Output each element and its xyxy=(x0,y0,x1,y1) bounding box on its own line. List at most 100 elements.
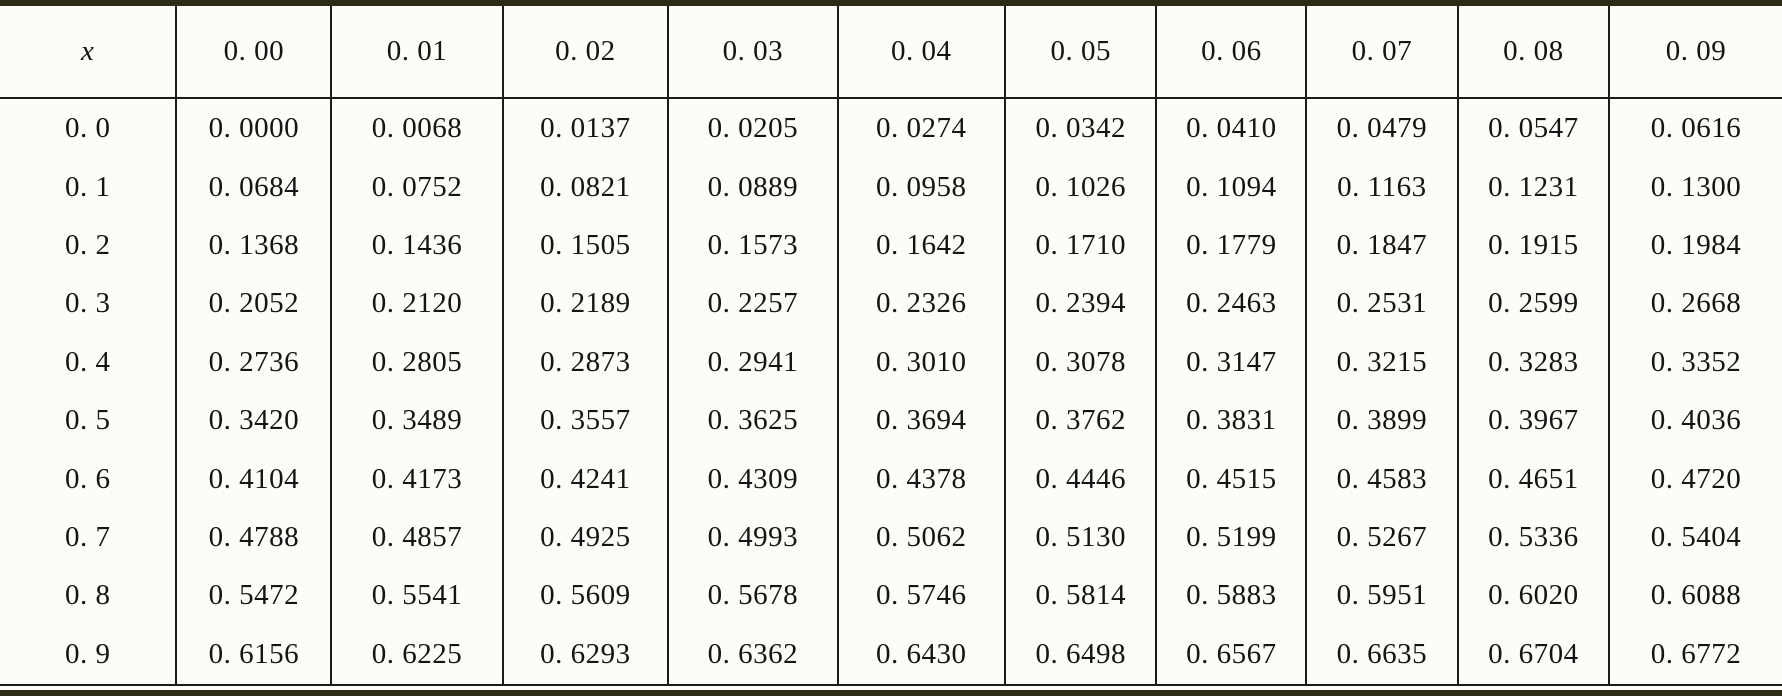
col-header: 0. 00 xyxy=(175,6,332,99)
value-cell: 0. 0821 xyxy=(501,158,669,217)
value-cell: 0. 5472 xyxy=(175,566,332,625)
value-cell: 0. 3283 xyxy=(1456,333,1610,392)
row-header-x: 0. 1 xyxy=(64,170,111,203)
value-cell: 0. 6362 xyxy=(667,624,838,687)
col-header: 0. 08 xyxy=(1456,6,1610,99)
value-cell: 0. 5678 xyxy=(667,566,838,625)
value-cell: 0. 4993 xyxy=(667,508,838,567)
value-cell: 0. 3967 xyxy=(1456,391,1610,450)
value-cell: 0. 1505 xyxy=(501,216,669,275)
value-cell: 0. 4788 xyxy=(175,508,332,567)
value-cell: 0. 5814 xyxy=(1003,566,1157,625)
value-cell: 0. 5541 xyxy=(330,566,503,625)
table-row: 0. 9 0. 6156 0. 6225 0. 6293 0. 6362 0. 6430 0… xyxy=(0,624,1782,687)
table-row: 0. 8 0. 5472 0. 5541 0. 5609 0. 5678 0. 5746 0… xyxy=(0,566,1782,625)
value-cell: 0. 3625 xyxy=(667,391,838,450)
value-cell: 0. 2326 xyxy=(836,274,1005,334)
value-cell: 0. 6635 xyxy=(1305,624,1458,687)
col-header: 0. 05 xyxy=(1003,6,1157,99)
col-header: 0. 04 xyxy=(836,6,1005,99)
value-cell: 0. 4583 xyxy=(1305,449,1458,509)
table-header: x 0. 00 0. 01 0. 02 0. 03 0. 04 0. 05 0. 06 0. … xyxy=(0,6,1782,99)
value-cell: 0. 6225 xyxy=(330,624,503,687)
value-cell: 0. 0000 xyxy=(175,98,332,159)
value-cell: 0. 6088 xyxy=(1608,566,1782,625)
value-cell: 0. 3762 xyxy=(1003,391,1157,450)
value-cell: 0. 3557 xyxy=(501,391,669,450)
col-header: 0. 01 xyxy=(330,6,503,99)
value-cell: 0. 1779 xyxy=(1155,216,1307,275)
value-cell: 0. 5951 xyxy=(1305,566,1458,625)
col-header: 0. 03 xyxy=(667,6,838,99)
value-cell: 0. 6293 xyxy=(501,624,669,687)
value-cell: 0. 4925 xyxy=(501,508,669,567)
value-cell: 0. 2120 xyxy=(330,274,503,334)
value-cell: 0. 2531 xyxy=(1305,274,1458,334)
table-row: 0. 1 0. 0684 0. 0752 0. 0821 0. 0889 0. 0958 0… xyxy=(0,158,1782,217)
value-cell: 0. 3899 xyxy=(1305,391,1458,450)
value-cell: 0. 6430 xyxy=(836,624,1005,687)
value-cell: 0. 2941 xyxy=(667,333,838,392)
value-cell: 0. 1094 xyxy=(1155,158,1307,217)
value-cell: 0. 3147 xyxy=(1155,333,1307,392)
row-header-x: 0. 8 xyxy=(64,579,111,612)
table-row: 0. 2 0. 1368 0. 1436 0. 1505 0. 1573 0. 1642 0… xyxy=(0,216,1782,275)
col-header: 0. 06 xyxy=(1155,6,1307,99)
value-cell: 0. 1984 xyxy=(1608,216,1782,275)
value-cell: 0. 6156 xyxy=(175,624,332,687)
row-header-x: 0. 7 xyxy=(64,520,111,553)
value-cell: 0. 1300 xyxy=(1608,158,1782,217)
table-row: 0. 0 0. 0000 0. 0068 0. 0137 0. 0205 0. 0274 0… xyxy=(0,98,1782,159)
value-cell: 0. 0616 xyxy=(1608,98,1782,159)
value-cell: 0. 0205 xyxy=(667,98,838,159)
value-cell: 0. 1847 xyxy=(1305,216,1458,275)
value-cell: 0. 2805 xyxy=(330,333,503,392)
value-cell: 0. 3215 xyxy=(1305,333,1458,392)
value-cell: 0. 0752 xyxy=(330,158,503,217)
value-cell: 0. 6704 xyxy=(1456,624,1610,687)
value-cell: 0. 4720 xyxy=(1608,449,1782,509)
value-cell: 0. 3694 xyxy=(836,391,1005,450)
row-header-x: 0. 4 xyxy=(64,345,111,378)
value-cell: 0. 0274 xyxy=(836,98,1005,159)
value-cell: 0. 5404 xyxy=(1608,508,1782,567)
value-cell: 0. 2257 xyxy=(667,274,838,334)
value-cell: 0. 2873 xyxy=(501,333,669,392)
row-header-x: 0. 0 xyxy=(64,112,111,145)
value-cell: 0. 0068 xyxy=(330,98,503,159)
value-cell: 0. 0889 xyxy=(667,158,838,217)
value-cell: 0. 4241 xyxy=(501,449,669,509)
value-cell: 0. 2463 xyxy=(1155,274,1307,334)
value-cell: 0. 1642 xyxy=(836,216,1005,275)
value-cell: 0. 2668 xyxy=(1608,274,1782,334)
value-cell: 0. 2736 xyxy=(175,333,332,392)
function-value-table: x 0. 00 0. 01 0. 02 0. 03 0. 04 0. 05 0. 06 0. … xyxy=(0,6,1782,687)
value-cell: 0. 0410 xyxy=(1155,98,1307,159)
value-cell: 0. 0342 xyxy=(1003,98,1157,159)
value-cell: 0. 4309 xyxy=(667,449,838,509)
value-cell: 0. 3352 xyxy=(1608,333,1782,392)
value-cell: 0. 6567 xyxy=(1155,624,1307,687)
table-row: 0. 6 0. 4104 0. 4173 0. 4241 0. 4309 0. 4378 0… xyxy=(0,449,1782,509)
value-cell: 0. 5609 xyxy=(501,566,669,625)
value-cell: 0. 4036 xyxy=(1608,391,1782,450)
value-cell: 0. 1231 xyxy=(1456,158,1610,217)
table-row: 0. 3 0. 2052 0. 2120 0. 2189 0. 2257 0. 2326 0… xyxy=(0,274,1782,334)
value-cell: 0. 4378 xyxy=(836,449,1005,509)
col-header: 0. 02 xyxy=(501,6,669,99)
value-cell: 0. 3489 xyxy=(330,391,503,450)
row-header-x: 0. 9 xyxy=(0,624,177,687)
value-cell: 0. 0137 xyxy=(501,98,669,159)
header-row: x 0. 00 0. 01 0. 02 0. 03 0. 04 0. 05 0. 06 0. … xyxy=(0,6,1782,99)
table-row: 0. 7 0. 4788 0. 4857 0. 4925 0. 4993 0. 5062 0… xyxy=(0,508,1782,567)
value-cell: 0. 1436 xyxy=(330,216,503,275)
value-cell: 0. 3420 xyxy=(175,391,332,450)
value-cell: 0. 6772 xyxy=(1608,624,1782,687)
value-cell: 0. 4651 xyxy=(1456,449,1610,509)
value-cell: 0. 1368 xyxy=(175,216,332,275)
col-header: 0. 07 xyxy=(1305,6,1458,99)
row-header-x: 0. 6 xyxy=(64,462,111,495)
value-cell: 0. 5199 xyxy=(1155,508,1307,567)
value-cell: 0. 4104 xyxy=(175,449,332,509)
